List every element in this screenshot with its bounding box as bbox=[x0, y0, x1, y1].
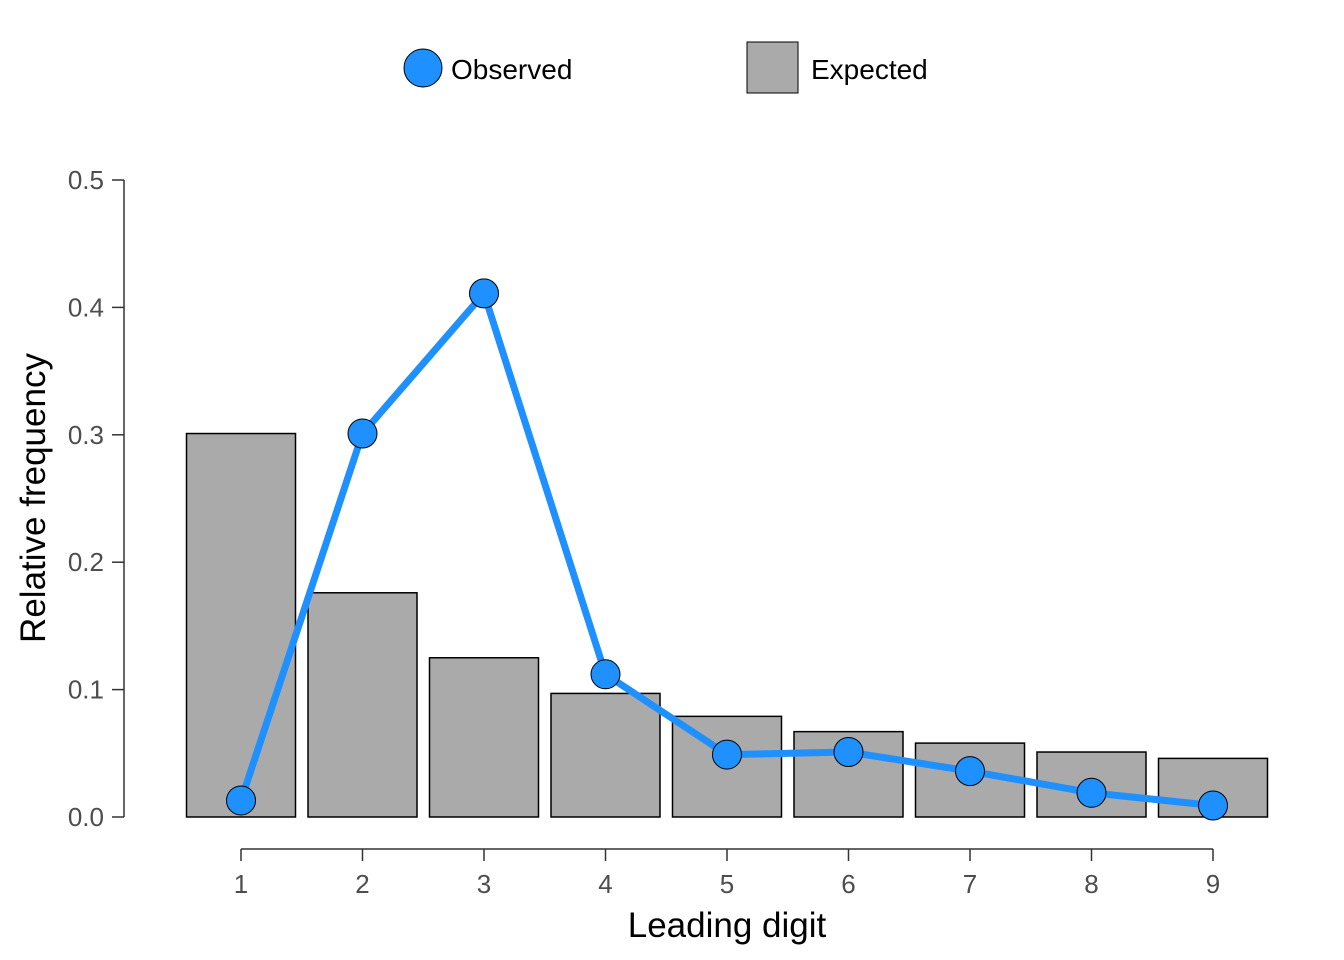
x-tick-label: 1 bbox=[234, 869, 248, 899]
x-tick-label: 8 bbox=[1084, 869, 1098, 899]
x-tick-label: 9 bbox=[1206, 869, 1220, 899]
x-tick-label: 6 bbox=[841, 869, 855, 899]
x-tick-label: 4 bbox=[598, 869, 612, 899]
y-axis-title: Relative frequency bbox=[14, 353, 53, 643]
expected-bar bbox=[307, 592, 418, 818]
observed-point bbox=[469, 278, 499, 309]
expected-bar bbox=[428, 657, 540, 818]
y-tick-label: 0.1 bbox=[68, 675, 104, 705]
expected-bar bbox=[550, 692, 661, 818]
observed-point bbox=[590, 659, 621, 690]
y-tick-label: 0.0 bbox=[68, 802, 104, 832]
x-tick-label: 3 bbox=[477, 869, 491, 899]
x-tick-label: 5 bbox=[720, 869, 734, 899]
observed-point bbox=[712, 739, 742, 770]
x-tick-label: 2 bbox=[355, 869, 369, 899]
expected-bar bbox=[185, 432, 297, 818]
legend-expected-swatch bbox=[746, 41, 799, 94]
x-axis: 1 2 3 4 5 6 7 8 9 bbox=[234, 848, 1220, 899]
observed-series bbox=[226, 278, 1228, 821]
observed-point bbox=[1076, 777, 1107, 808]
observed-point bbox=[833, 737, 864, 768]
observed-point bbox=[347, 418, 378, 449]
y-tick-label: 0.4 bbox=[68, 292, 104, 322]
observed-point bbox=[955, 756, 985, 787]
legend-expected-label: Expected bbox=[811, 54, 928, 85]
y-axis: 0.0 0.1 0.2 0.3 0.4 0.5 bbox=[68, 165, 125, 832]
y-tick-label: 0.2 bbox=[68, 547, 104, 577]
y-tick-label: 0.5 bbox=[68, 165, 104, 195]
legend-observed-label: Observed bbox=[451, 54, 572, 85]
observed-point bbox=[1198, 790, 1228, 821]
legend: Observed Expected bbox=[403, 41, 928, 94]
legend-observed-marker bbox=[403, 48, 443, 88]
y-tick-label: 0.3 bbox=[68, 420, 104, 450]
x-axis-title: Leading digit bbox=[628, 906, 827, 945]
x-tick-label: 7 bbox=[963, 869, 977, 899]
observed-point bbox=[226, 785, 256, 816]
